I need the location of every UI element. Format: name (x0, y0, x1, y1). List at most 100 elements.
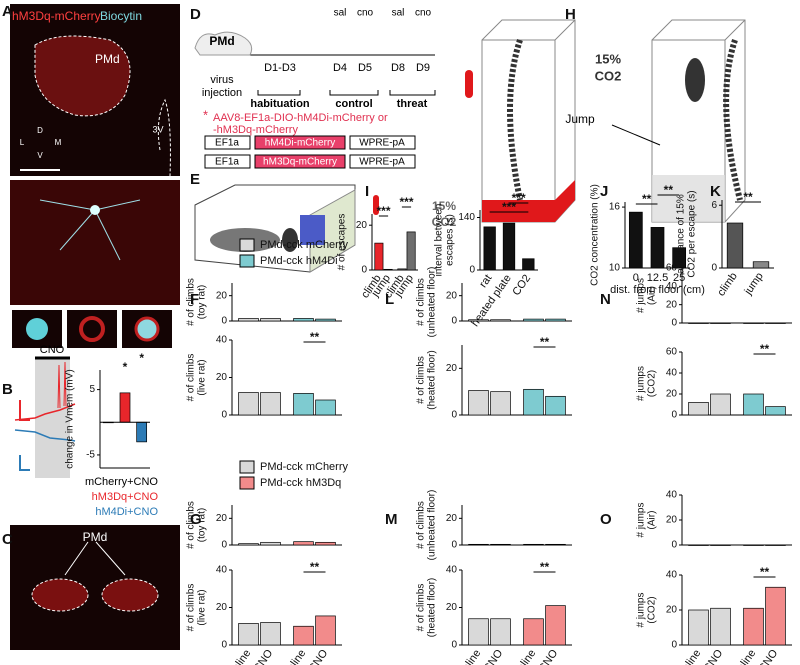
panel-letter: C (2, 531, 13, 548)
panel-letter: F (190, 291, 199, 308)
bar (315, 399, 336, 416)
y-tick-label: 20 (216, 513, 228, 524)
ventricle-outline (157, 98, 171, 177)
y-tick-label: 0 (221, 410, 227, 421)
label: hM4Di+CNO (95, 506, 158, 518)
y-axis-label: (toy rat) (197, 285, 208, 319)
mouse (685, 58, 705, 102)
label: sal (334, 8, 347, 19)
brain-icon (194, 31, 253, 56)
label: V (37, 151, 43, 160)
y-tick-label: -5 (86, 450, 95, 461)
label: D (37, 126, 43, 135)
y-tick-label: 20 (446, 290, 458, 301)
bar (260, 392, 281, 416)
bar (293, 393, 314, 416)
label: D8 (391, 62, 405, 74)
bar (238, 392, 259, 416)
y-axis-label: (unheated floor) (427, 490, 438, 561)
bar (710, 607, 731, 646)
y-tick-label: 0 (361, 265, 367, 276)
label: 15% (432, 199, 456, 213)
y-tick-label: 0 (451, 640, 457, 651)
y-tick-label: 6 (711, 200, 717, 211)
label: control (335, 98, 372, 110)
panel-letter: I (365, 183, 369, 200)
sig-star: ** (310, 330, 320, 344)
sig-star: *** (502, 200, 516, 214)
bar (293, 318, 314, 322)
bar (743, 322, 764, 324)
sig-star: ** (664, 183, 674, 197)
y-axis-label: # of escapes (337, 214, 348, 271)
y-tick-label: 0 (221, 316, 227, 327)
label: cno (357, 8, 374, 19)
y-tick-label: 0 (671, 410, 677, 421)
x-tick-label: climb (715, 271, 740, 299)
bar (765, 544, 786, 546)
sig-star: *** (512, 191, 526, 205)
label: 15% (595, 51, 621, 66)
x-tick-label: CNO (481, 647, 505, 665)
bar (468, 319, 489, 322)
label: cno (415, 8, 432, 19)
y-tick-label: 0 (469, 265, 475, 276)
y-tick-label: 5 (89, 384, 95, 395)
label: PMd (95, 52, 120, 66)
label: CO2 (595, 68, 622, 83)
bar (688, 544, 709, 546)
label: CO2 (432, 215, 457, 229)
x-tick-label: CNO (536, 647, 560, 665)
box (349, 154, 416, 169)
y-axis-label: # jumps (636, 278, 647, 313)
legend-swatch (239, 476, 255, 490)
scale-bar (19, 455, 30, 471)
label: * (203, 107, 208, 122)
y-axis-label: (CO2) (647, 370, 658, 397)
y-axis-label: # jumps (636, 592, 647, 627)
x-axis-label: dist. from floor (cm) (610, 284, 705, 296)
y-axis-label: # of climbs (416, 584, 427, 632)
label: virus (210, 74, 234, 86)
box (349, 135, 416, 150)
x-tick-label: Saline (281, 648, 308, 665)
x-tick-label: Saline (226, 648, 253, 665)
bar (293, 625, 314, 646)
sig-star: ** (743, 190, 753, 204)
y-tick-label: 40 (666, 570, 678, 581)
bar (752, 261, 770, 269)
y-axis-label: # jumps (636, 502, 647, 537)
bar (688, 402, 709, 416)
x-tick-label: jump (742, 271, 766, 298)
legend-label: PMd-cck hM4Di (260, 255, 338, 267)
mouse (282, 228, 298, 252)
bar (743, 607, 764, 646)
x-tick-label: CNO (306, 647, 330, 665)
box (254, 135, 346, 150)
y-axis-label: # of climbs (186, 354, 197, 402)
label: EF1a (215, 138, 239, 149)
y-tick-label: 0 (451, 540, 457, 551)
sig-star: ** (310, 560, 320, 574)
bar (765, 322, 786, 324)
label: -hM3Dq-mCherry (213, 124, 298, 136)
panel-letter: O (600, 511, 612, 528)
soma (90, 205, 100, 215)
y-axis-label: (heated floor) (427, 350, 438, 409)
y-tick-label: 0 (451, 410, 457, 421)
bar (726, 222, 744, 269)
x-tick-label: Saline (676, 648, 703, 665)
y-tick-label: 20 (446, 513, 458, 524)
bar (710, 544, 731, 546)
ladder (723, 39, 743, 201)
legend-label: PMd-cck hM3Dq (260, 477, 341, 489)
y-axis-label: (live rat) (197, 359, 208, 395)
bar (490, 618, 511, 646)
bracket (257, 90, 436, 96)
floor (309, 189, 356, 273)
y-axis-label: (unheated floor) (427, 267, 438, 338)
label: sal (392, 8, 405, 19)
bar (743, 393, 764, 416)
legend-swatch (239, 460, 255, 474)
